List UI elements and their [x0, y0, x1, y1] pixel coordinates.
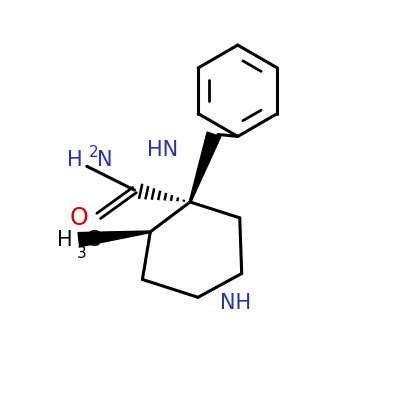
Text: N: N: [97, 150, 112, 170]
Text: O: O: [70, 206, 89, 230]
Text: H: H: [57, 230, 73, 250]
Polygon shape: [189, 132, 221, 202]
Text: C: C: [86, 230, 100, 250]
Text: NH: NH: [220, 293, 251, 313]
Polygon shape: [189, 134, 218, 202]
Text: 3: 3: [77, 246, 87, 261]
Text: HN: HN: [147, 140, 178, 160]
Text: H: H: [67, 150, 83, 170]
Text: 2: 2: [89, 145, 98, 160]
Polygon shape: [78, 231, 150, 247]
